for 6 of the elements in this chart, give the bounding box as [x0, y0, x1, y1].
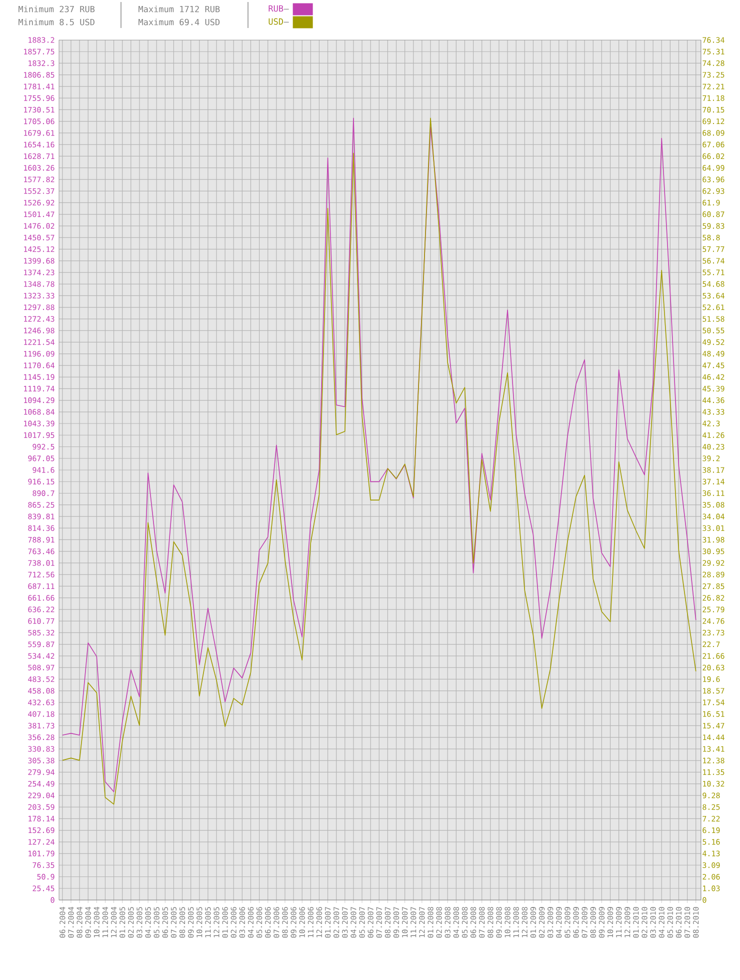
text: Minimum 237 RUB [18, 6, 95, 12]
text: RUB [268, 5, 284, 12]
text: Maximum 69.4 USD [138, 18, 220, 26]
text: USD [268, 18, 283, 25]
text: Maximum 1712 RUB [138, 6, 220, 12]
text: Minimum 8.5 USD [18, 18, 94, 26]
